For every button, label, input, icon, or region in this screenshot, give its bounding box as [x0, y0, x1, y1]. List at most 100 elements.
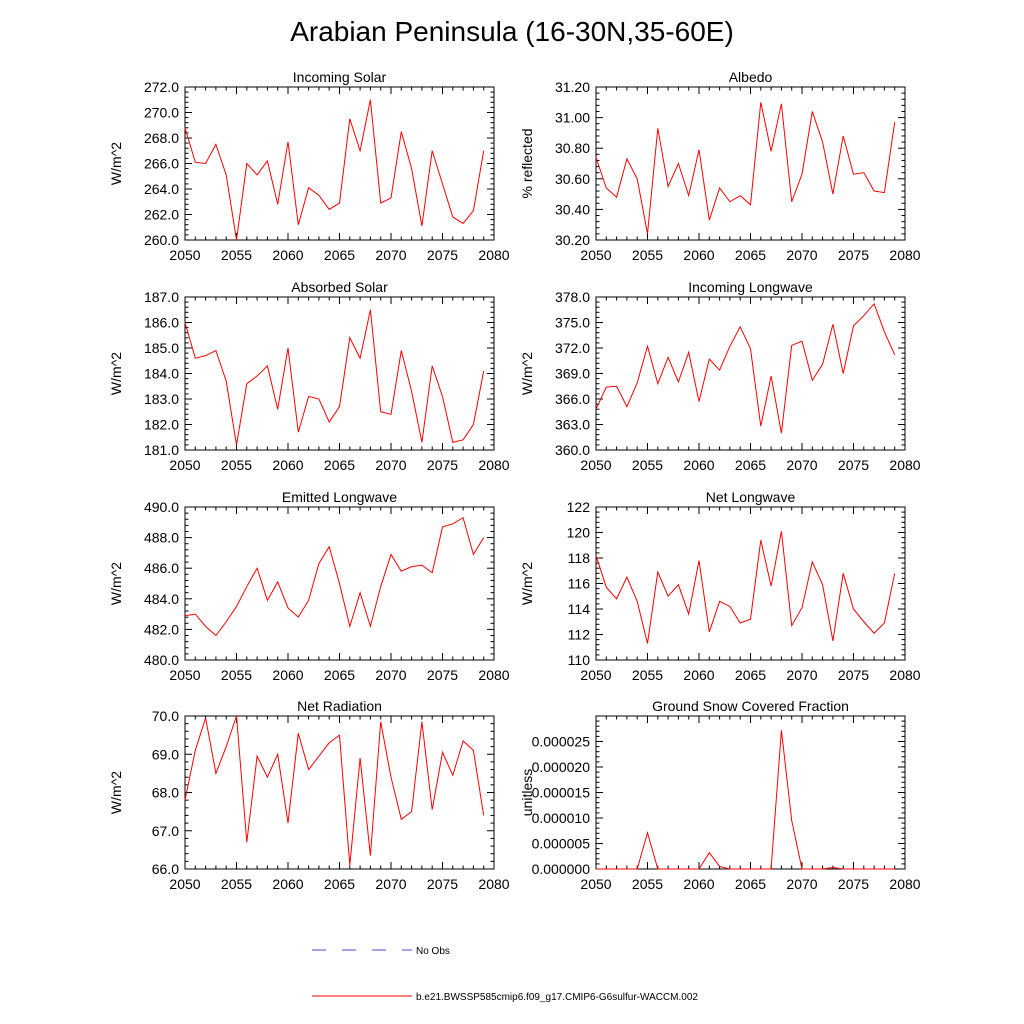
x-tick-label: 2075 — [838, 247, 869, 263]
y-tick-label: 0.000025 — [532, 734, 591, 750]
x-tick-label: 2070 — [786, 247, 817, 263]
plot-frame — [595, 506, 906, 661]
x-tick-label: 2080 — [889, 457, 920, 473]
x-tick-label: 2055 — [221, 876, 252, 892]
panel-title: Incoming Solar — [293, 69, 387, 85]
y-tick-label: 369.0 — [555, 366, 590, 382]
y-tick-label: 110 — [568, 652, 591, 668]
y-tick-label: 30.20 — [555, 232, 590, 248]
y-axis-label: W/m^2 — [519, 352, 535, 395]
panel-title: Net Longwave — [706, 489, 796, 505]
y-axis-label: % reflected — [519, 128, 535, 198]
y-tick-label: 68.0 — [152, 785, 179, 801]
x-tick-label: 2080 — [889, 876, 920, 892]
y-tick-label: 30.60 — [555, 171, 590, 187]
x-tick-label: 2055 — [632, 876, 663, 892]
y-tick-label: 266.0 — [144, 156, 179, 172]
x-tick-label: 2060 — [272, 876, 303, 892]
y-tick-label: 31.20 — [555, 79, 590, 95]
x-tick-label: 2070 — [786, 457, 817, 473]
x-tick-label: 2065 — [324, 247, 355, 263]
chart-panel-1: Albedo % reflected 2050 2055 2060 2065 2070 207… — [519, 69, 921, 263]
x-tick-label: 2055 — [221, 457, 252, 473]
y-tick-label: 116 — [568, 576, 591, 592]
y-axis-label: unitless — [519, 769, 535, 816]
x-tick-label: 2070 — [375, 247, 406, 263]
chart-panel-6: Net Radiation W/m^2 2050 2055 2060 2065 2070 20… — [108, 698, 510, 892]
x-tick-label: 2065 — [324, 667, 355, 683]
x-tick-label: 2050 — [169, 876, 200, 892]
x-tick-label: 2050 — [580, 457, 611, 473]
y-tick-label: 270.0 — [144, 105, 179, 121]
x-tick-label: 2075 — [427, 247, 458, 263]
plot-frame — [184, 296, 495, 451]
x-tick-label: 2080 — [889, 667, 920, 683]
y-tick-label: 0.000020 — [532, 759, 591, 775]
y-tick-label: 183.0 — [144, 391, 179, 407]
y-tick-label: 30.80 — [555, 140, 590, 156]
y-tick-label: 181.0 — [144, 442, 179, 458]
series-line-0 — [184, 516, 485, 637]
x-tick-label: 2060 — [683, 876, 714, 892]
y-tick-label: 360.0 — [555, 442, 590, 458]
y-tick-label: 118 — [568, 550, 591, 566]
legend-label-no-obs: No Obs — [416, 946, 450, 957]
x-tick-label: 2050 — [169, 667, 200, 683]
series-line-0 — [595, 102, 896, 234]
y-tick-label: 30.40 — [555, 201, 590, 217]
x-tick-label: 2075 — [427, 457, 458, 473]
x-tick-label: 2070 — [786, 876, 817, 892]
y-tick-label: 264.0 — [144, 181, 179, 197]
x-tick-label: 2055 — [221, 667, 252, 683]
y-tick-label: 31.00 — [555, 110, 590, 126]
y-tick-label: 480.0 — [144, 652, 179, 668]
x-tick-label: 2055 — [632, 667, 663, 683]
x-tick-label: 2060 — [683, 247, 714, 263]
panel-title: Emitted Longwave — [282, 489, 397, 505]
x-tick-label: 2070 — [786, 667, 817, 683]
chart-panel-3: Incoming Longwave W/m^2 2050 2055 2060 2065 20… — [519, 279, 921, 473]
panel-title: Albedo — [729, 69, 773, 85]
y-tick-label: 262.0 — [144, 207, 179, 223]
x-tick-label: 2070 — [375, 457, 406, 473]
x-tick-label: 2055 — [221, 247, 252, 263]
x-tick-label: 2070 — [375, 667, 406, 683]
y-tick-label: 114 — [568, 601, 591, 617]
y-tick-label: 486.0 — [144, 560, 179, 576]
series-line-0 — [184, 99, 485, 241]
chart-panels: Incoming Solar W/m^2 2050 2055 2060 2065 2070 2… — [108, 69, 921, 892]
x-tick-label: 2065 — [735, 667, 766, 683]
x-tick-label: 2065 — [735, 247, 766, 263]
y-tick-label: 0.000005 — [532, 836, 591, 852]
panel-title: Absorbed Solar — [291, 279, 388, 295]
x-tick-label: 2080 — [478, 876, 509, 892]
x-tick-label: 2050 — [580, 667, 611, 683]
x-tick-label: 2055 — [632, 247, 663, 263]
plot-frame — [184, 86, 495, 241]
x-tick-label: 2060 — [683, 667, 714, 683]
x-tick-label: 2065 — [324, 457, 355, 473]
legend-label-model-run: b.e21.BWSSP585cmip6.f09_g17.CMIP6-G6sulf… — [416, 992, 698, 1003]
x-tick-label: 2065 — [324, 876, 355, 892]
legend: No Obs b.e21.BWSSP585cmip6.f09_g17.CMIP6… — [312, 946, 698, 1003]
x-tick-label: 2075 — [838, 457, 869, 473]
y-tick-label: 186.0 — [144, 315, 179, 331]
y-axis-label: W/m^2 — [108, 771, 124, 814]
x-tick-label: 2080 — [478, 247, 509, 263]
y-tick-label: 488.0 — [144, 530, 179, 546]
x-tick-label: 2075 — [838, 876, 869, 892]
y-tick-label: 120 — [567, 525, 591, 541]
series-line-0 — [596, 730, 895, 870]
y-axis-label: W/m^2 — [519, 562, 535, 605]
x-tick-label: 2075 — [427, 667, 458, 683]
y-tick-label: 67.0 — [152, 823, 179, 839]
x-tick-label: 2080 — [889, 247, 920, 263]
x-tick-label: 2060 — [272, 667, 303, 683]
series-line-0 — [184, 715, 485, 866]
y-tick-label: 260.0 — [144, 232, 179, 248]
plot-frame — [595, 296, 906, 451]
y-tick-label: 0.000000 — [532, 861, 591, 877]
x-tick-label: 2050 — [580, 876, 611, 892]
y-tick-label: 268.0 — [144, 130, 179, 146]
